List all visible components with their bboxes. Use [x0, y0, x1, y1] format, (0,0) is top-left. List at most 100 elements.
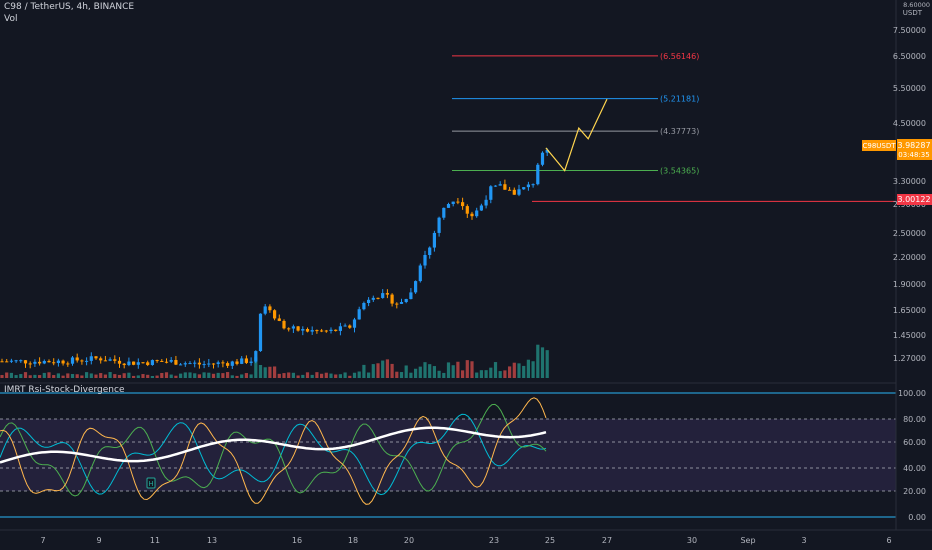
oscillator-divergence-label: H: [148, 480, 153, 488]
oscillator-divergence-marker[interactable]: [146, 477, 156, 489]
projection-path[interactable]: [545, 98, 608, 172]
volume-bar: [484, 370, 488, 378]
candle-body: [127, 361, 131, 366]
price-tick-5.50: 5.50000: [893, 84, 926, 93]
candle-body: [132, 361, 136, 365]
candle-body: [56, 360, 60, 364]
volume-bar: [103, 374, 107, 378]
candle-body: [244, 358, 248, 363]
candle-body: [418, 265, 422, 282]
time-tick-16: 16: [292, 536, 302, 545]
osc-tick-0: 0.00: [908, 513, 926, 522]
candle-body: [47, 360, 51, 363]
candle-body: [508, 189, 512, 191]
candle-body: [66, 363, 70, 365]
candle-body: [117, 360, 122, 364]
candle-body: [324, 330, 328, 332]
volume-bar: [70, 374, 75, 378]
candle-body: [498, 184, 502, 186]
candle-body: [38, 361, 42, 364]
volume-bar: [150, 375, 154, 378]
candle-body: [75, 357, 79, 361]
candle-body: [456, 201, 460, 203]
candle-body: [108, 359, 112, 361]
candle-body: [395, 303, 399, 305]
candle-body: [94, 356, 98, 359]
price-axis[interactable]: 8.60000 USDT 7.50000 6.50000 5.50000 4.5…: [862, 0, 932, 530]
candle-body: [428, 247, 432, 256]
volume-bar: [221, 373, 225, 378]
volume-bar: [258, 364, 263, 378]
osc-tick-100: 100.00: [898, 389, 926, 398]
time-axis[interactable]: 7 9 11 13 16 18 20 23 25 27 30 Sep 3 6: [0, 529, 932, 545]
price-tick-1.45: 1.45000: [893, 331, 926, 340]
price-tick-2.20: 2.20000: [893, 253, 926, 262]
price-tick-2.50: 2.50000: [893, 229, 926, 238]
price-tick-3.30: 3.30000: [893, 177, 926, 186]
candle-body: [489, 186, 493, 200]
volume-bar: [301, 374, 305, 378]
candle-body: [174, 360, 178, 365]
candle-body: [99, 358, 103, 361]
candle-body: [291, 326, 295, 329]
candle-body: [343, 325, 347, 327]
oscillator-pane: H: [0, 392, 896, 518]
volume-bar: [456, 361, 460, 378]
volume-bar: [493, 362, 498, 378]
volume-bar: [329, 373, 333, 378]
oscillator-rsi-line: [0, 413, 547, 496]
candle-body: [310, 330, 314, 332]
candle-body: [122, 363, 126, 366]
candle-body: [155, 360, 159, 362]
volume-bar: [127, 372, 131, 378]
volume-bar: [56, 373, 60, 378]
volume-legend[interactable]: Vol: [4, 14, 18, 24]
volume-bar: [207, 372, 211, 378]
candle-body: [207, 363, 211, 365]
volume-bar: [465, 360, 469, 378]
osc-tick-80: 80.00: [903, 415, 926, 424]
volume-bar: [437, 370, 441, 378]
volume-bar: [0, 375, 4, 378]
candle-body: [442, 207, 446, 218]
volume-bar: [428, 364, 432, 378]
candle-body: [390, 294, 394, 304]
candle-body: [517, 189, 521, 195]
candle-body: [320, 330, 324, 332]
candle-body: [493, 185, 498, 187]
volume-bar: [117, 374, 122, 378]
candle-body: [164, 361, 169, 363]
candle-body: [202, 364, 206, 366]
candle-body: [414, 281, 418, 293]
volume-bar: [188, 372, 192, 378]
symbol-legend[interactable]: C98 / TetherUS, 4h, BINANCE: [4, 2, 135, 12]
candle-body: [5, 361, 9, 363]
candle-body: [221, 362, 225, 364]
volume-bar: [315, 372, 319, 378]
volume-bar: [291, 372, 295, 378]
volume-bar: [80, 375, 84, 378]
candle-body: [287, 328, 291, 330]
volume-bar: [197, 374, 201, 378]
volume-bar: [404, 365, 408, 378]
candle-body: [399, 302, 404, 304]
projection-polyline[interactable]: [545, 98, 608, 172]
time-tick-13: 13: [207, 536, 217, 545]
oscillator-stoch-k-line: [0, 403, 547, 497]
volume-bar: [287, 372, 291, 378]
candle-body: [348, 325, 352, 328]
candlestick-series[interactable]: [0, 148, 549, 370]
price-tick-4.50: 4.50000: [893, 119, 926, 128]
volume-bar: [136, 375, 140, 378]
candle-body: [371, 297, 375, 300]
price-tag-countdown: 03:48:35: [898, 151, 929, 159]
volume-bar: [371, 364, 375, 378]
candle-body: [61, 360, 65, 364]
volume-bar: [94, 374, 98, 378]
indicator-legend[interactable]: IMRT Rsi-Stock-Divergence: [4, 385, 125, 395]
fibonacci-levels[interactable]: (6.56146) (5.21181) (4.37773) (3.54365): [452, 52, 896, 202]
volume-bar: [399, 372, 404, 378]
volume-bar: [183, 372, 187, 378]
candle-body: [249, 361, 253, 363]
